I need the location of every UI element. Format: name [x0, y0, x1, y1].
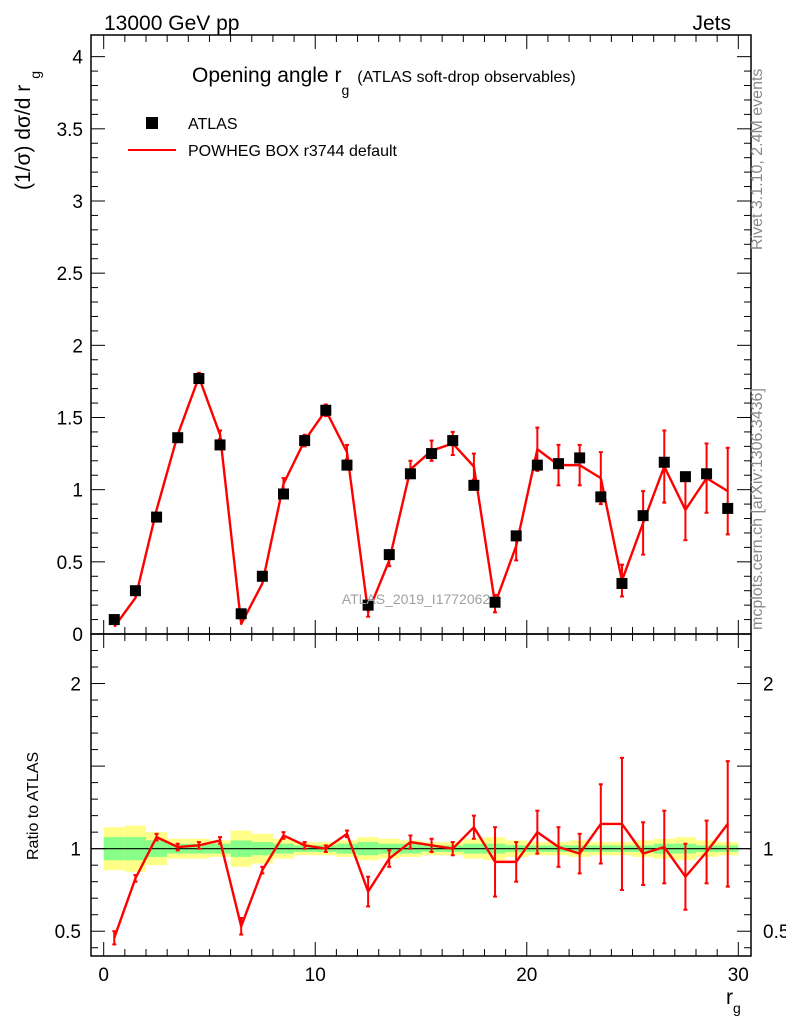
- data-point: [595, 491, 607, 503]
- y-tick-label: 3: [72, 192, 83, 213]
- lower-axis-ticks: 0.5 0.51 12 20 10 20 30: [55, 634, 786, 986]
- x-axis-label: rg: [726, 986, 741, 1016]
- legend-mc-label: POWHEG BOX r3744 default: [188, 143, 398, 160]
- chart-title-main: Opening angle r: [192, 64, 341, 87]
- data-point: [616, 577, 628, 589]
- data-point: [129, 585, 141, 597]
- upper-y-label-subscript: g: [27, 71, 43, 79]
- mcplots-label: mcplots.cern.ch [arXiv:1306.3436]: [749, 388, 766, 630]
- data-point: [489, 596, 501, 608]
- y-tick-label: 2.5: [57, 264, 83, 285]
- data-point: [637, 510, 649, 522]
- data-point: [341, 459, 353, 471]
- upper-axis-ticks: 0 0.5 1 1.5 2 2.5 3 3.5 4: [57, 35, 751, 646]
- legend-data-label: ATLAS: [188, 116, 238, 133]
- data-point: [278, 488, 289, 500]
- legend-data-marker: [146, 117, 158, 129]
- data-point: [679, 471, 691, 483]
- mc-series: [113, 371, 730, 628]
- data-point: [362, 599, 374, 611]
- x-axis-label-main: r: [726, 986, 733, 1009]
- x-tick-label: 10: [305, 965, 326, 986]
- y-tick-label: 1: [72, 481, 83, 502]
- mc-line: [113, 375, 729, 628]
- y-tick-label: 0.5: [57, 553, 83, 574]
- upper-y-label-main: (1/σ) dσ/d r: [12, 85, 35, 190]
- data-point: [574, 452, 586, 464]
- ratio-y-tick-label: 0.5: [55, 922, 81, 943]
- data-point: [108, 614, 120, 626]
- x-axis-label-subscript: g: [733, 1000, 741, 1016]
- chart-title: Opening angle rg (ATLAS soft-drop observa…: [192, 64, 576, 98]
- rivet-version-label: Rivet 3.1.10, 2.4M events: [749, 69, 766, 250]
- data-point: [404, 468, 416, 480]
- data-point: [658, 456, 670, 468]
- data-series: [108, 373, 734, 626]
- lower-plot-frame: [90, 633, 752, 957]
- y-tick-label: 0: [72, 625, 83, 646]
- x-tick-label: 30: [728, 965, 749, 986]
- ratio-line: [113, 822, 729, 939]
- data-point: [510, 530, 522, 542]
- process-label: Jets: [692, 12, 731, 35]
- y-tick-label: 3.5: [57, 120, 83, 141]
- x-tick-label: 0: [98, 965, 109, 986]
- data-point: [553, 458, 564, 470]
- data-point: [299, 435, 311, 447]
- ratio-y-tick-label-right: 2: [763, 675, 774, 696]
- data-point: [701, 468, 713, 480]
- ratio-series: [112, 756, 730, 946]
- data-point: [383, 549, 395, 561]
- analysis-watermark: ATLAS_2019_I1772062: [342, 591, 491, 607]
- data-point: [468, 479, 480, 491]
- ratio-y-tick-label: 2: [70, 675, 81, 696]
- data-point: [426, 448, 438, 460]
- y-tick-label: 4: [72, 48, 83, 69]
- data-point: [172, 432, 184, 444]
- ratio-y-tick-label-right: 0.5: [763, 922, 786, 943]
- data-point: [193, 373, 205, 385]
- data-point: [256, 570, 268, 582]
- energy-label: 13000 GeV pp: [104, 12, 239, 35]
- ratio-y-tick-label-right: 1: [763, 840, 774, 861]
- chart-title-subscript: g: [341, 82, 349, 98]
- data-point: [447, 435, 459, 447]
- data-point: [214, 439, 226, 451]
- ratio-y-tick-label: 1: [70, 840, 81, 861]
- data-point: [531, 459, 543, 471]
- data-point: [151, 511, 163, 523]
- upper-y-axis-label: (1/σ) dσ/d r g: [12, 71, 43, 190]
- chart-title-suffix: (ATLAS soft-drop observables): [357, 69, 575, 86]
- y-tick-label: 2: [72, 336, 83, 357]
- data-point: [722, 502, 734, 514]
- ratio-y-axis-label: Ratio to ATLAS: [25, 752, 42, 860]
- data-point: [235, 608, 247, 620]
- y-tick-label: 1.5: [57, 408, 83, 429]
- data-point: [320, 404, 332, 416]
- x-tick-label: 20: [516, 965, 537, 986]
